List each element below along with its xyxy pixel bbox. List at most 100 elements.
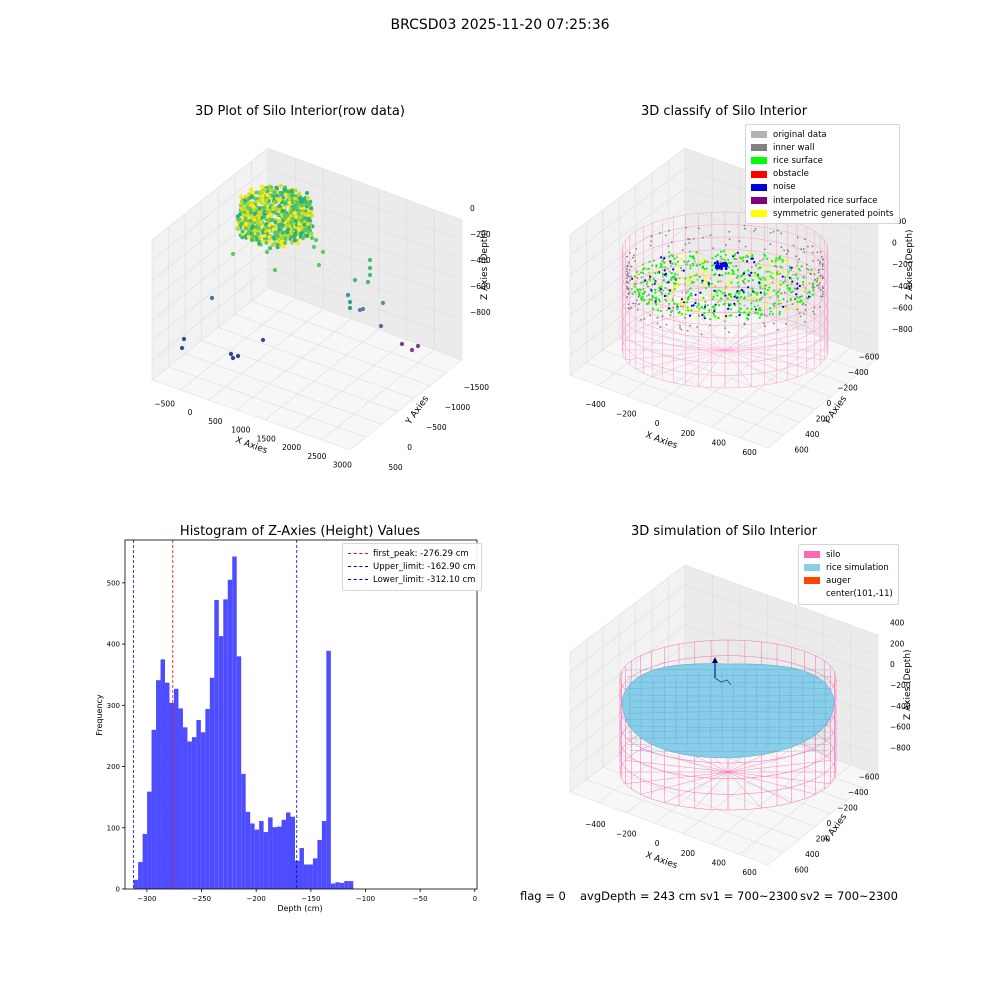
classify-surface-point [789, 299, 792, 302]
classify-surface-point [732, 270, 735, 273]
classify-wall-point [786, 300, 789, 303]
sim-silo-spoke [625, 771, 729, 784]
classify-surface-point [659, 262, 663, 266]
classify-wall-point [627, 293, 630, 296]
classify-noise-point [714, 261, 717, 265]
classify-wall-point [637, 296, 640, 298]
classify-y-tick: 0 [827, 399, 832, 408]
classify-surface-point [665, 294, 668, 297]
classify-wall-point [817, 259, 819, 262]
status-sv1: sv1 = 700~2300 [700, 889, 798, 903]
classify-surface-point [700, 296, 703, 299]
raw-point [415, 343, 421, 349]
classify-surface-point [691, 294, 694, 297]
legend-swatch [751, 197, 767, 205]
classify-surface-point [754, 264, 758, 267]
grid-line [151, 167, 269, 261]
classify-surface-point [689, 276, 692, 279]
raw-point [243, 198, 247, 203]
classify-wall-point [754, 227, 757, 230]
raw-point [287, 200, 292, 205]
classify-wall-point [802, 248, 805, 250]
raw-point [298, 215, 303, 220]
histogram-bar [339, 882, 345, 889]
raw-point [299, 219, 304, 224]
classify-surface-point [642, 299, 646, 302]
classify-surface-point [729, 262, 733, 265]
raw-point [275, 194, 280, 199]
classify-surface-point [790, 283, 793, 286]
histogram-bar [281, 819, 287, 889]
classify-surface-point [764, 304, 767, 307]
legend-label: noise [773, 182, 796, 193]
sim-silo-spoke [727, 771, 792, 803]
classify-wall-point [684, 243, 687, 246]
classify-surface-point [791, 280, 794, 283]
grid-line [684, 584, 879, 656]
grid-line [569, 584, 686, 673]
classify-wall-point [728, 331, 730, 334]
classify-surface-point [704, 305, 707, 308]
classify-surface-point [720, 297, 723, 300]
sim-z-axis-label: Z Axies (Depth) [903, 649, 913, 720]
classify-surface-point [657, 269, 660, 272]
classify-surface-point [684, 298, 687, 301]
classify-surface-point [703, 312, 706, 315]
classify-surface-point [654, 272, 657, 275]
classify-surface-point [743, 304, 746, 307]
raw-point [306, 221, 311, 226]
sim-legend: silo rice simulation auger center(101,-11) [798, 544, 899, 605]
classify-surface-point [736, 269, 740, 272]
classify-surface-point [732, 250, 736, 253]
classify-wall-point [704, 304, 707, 306]
classify-wall-point [769, 243, 772, 246]
raw-point [252, 211, 257, 216]
classify-surface-point [758, 298, 761, 301]
classify-x-tick: 400 [712, 439, 727, 448]
classify-surface-point [780, 292, 783, 295]
classify-surface-point [719, 250, 723, 253]
classify-wall-point [680, 328, 683, 331]
classify-surface-point [719, 260, 722, 263]
classify-surface-point [724, 253, 727, 256]
raw-point [305, 196, 310, 201]
histogram-legend-item: Lower_limit: -312.10 cm [348, 573, 476, 586]
classify-surface-point [722, 303, 725, 306]
classify-surface-point [810, 271, 813, 274]
classify-noise-point [721, 262, 725, 265]
classify-surface-point [727, 266, 730, 269]
classify-surface-point [736, 275, 739, 278]
classify-wall-point [753, 229, 756, 232]
histogram-axes [124, 539, 478, 890]
classify-wall-point [768, 313, 771, 315]
classify-wall-point [805, 267, 808, 270]
classify-surface-point [781, 260, 784, 263]
grid-line [635, 325, 831, 397]
classify-surface-point [798, 268, 801, 271]
classify-surface-point [675, 281, 678, 284]
raw-point [307, 225, 312, 230]
classify-surface-point [663, 294, 666, 298]
classify-surface-point [775, 257, 778, 260]
classify-surface-point [767, 262, 770, 265]
classify-silo-spoke [625, 339, 726, 351]
classify-surface-point [710, 282, 713, 285]
histogram-bar [303, 864, 309, 889]
raw-point [254, 190, 259, 195]
sim-rice-mesh-line [627, 675, 832, 677]
raw-point [240, 235, 245, 240]
raw-point [228, 351, 234, 357]
classify-surface-point [702, 284, 705, 287]
raw-point [282, 187, 287, 192]
classify-surface-point [658, 289, 661, 292]
classify-surface-point [703, 315, 706, 318]
raw-point [239, 222, 244, 227]
classify-wall-point [819, 306, 821, 308]
classify-surface-point [790, 266, 793, 269]
raw-point [282, 200, 287, 205]
classify-surface-point [742, 259, 745, 262]
sim-rice-mesh-line [629, 707, 832, 709]
legend-label: silo [826, 549, 841, 560]
raw-point [258, 210, 263, 215]
raw-point [277, 198, 282, 203]
